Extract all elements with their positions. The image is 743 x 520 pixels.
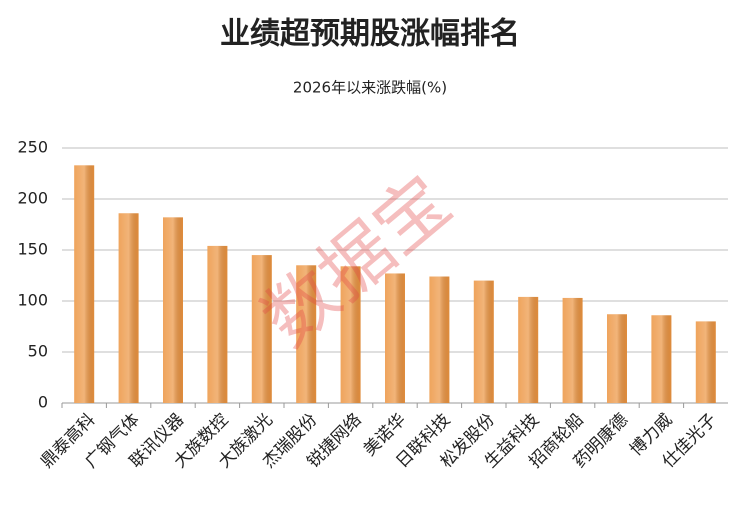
chart-subtitle: 2026年以来涨跌幅(%) (293, 79, 447, 97)
bar-shade (695, 321, 716, 403)
bar-shade (518, 296, 539, 403)
bar-shade (340, 266, 361, 403)
bar-shade (251, 255, 272, 403)
y-tick-label: 50 (28, 342, 48, 361)
bar-shade (651, 315, 672, 403)
y-tick-label: 200 (17, 189, 48, 208)
bar-shade (562, 297, 583, 403)
y-tick-label: 150 (17, 240, 48, 259)
bar-shade (118, 213, 139, 403)
y-tick-label: 0 (38, 393, 48, 412)
bar-shade (163, 217, 183, 403)
y-tick-label: 100 (17, 291, 48, 310)
bar-shade (296, 265, 317, 403)
bar-shade (385, 273, 405, 403)
bar-shade (207, 245, 228, 403)
bar-shade (473, 280, 494, 403)
bar-shade (607, 314, 627, 403)
y-tick-label: 250 (17, 138, 48, 157)
chart-title: 业绩超预期股涨幅排名 (220, 17, 520, 52)
bar-shade (74, 165, 95, 403)
bar-shade (429, 276, 450, 403)
